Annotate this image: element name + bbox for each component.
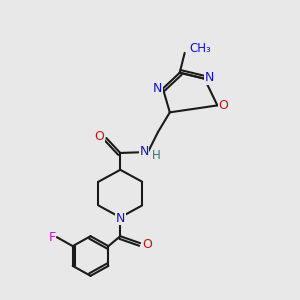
Text: N: N	[205, 71, 214, 84]
Text: N: N	[116, 212, 125, 225]
Text: O: O	[142, 238, 152, 250]
Text: CH₃: CH₃	[190, 42, 211, 56]
Text: O: O	[218, 99, 228, 112]
Text: N: N	[140, 146, 149, 158]
Text: F: F	[48, 231, 56, 244]
Text: O: O	[94, 130, 104, 142]
Text: N: N	[153, 82, 163, 95]
Text: H: H	[152, 149, 160, 162]
